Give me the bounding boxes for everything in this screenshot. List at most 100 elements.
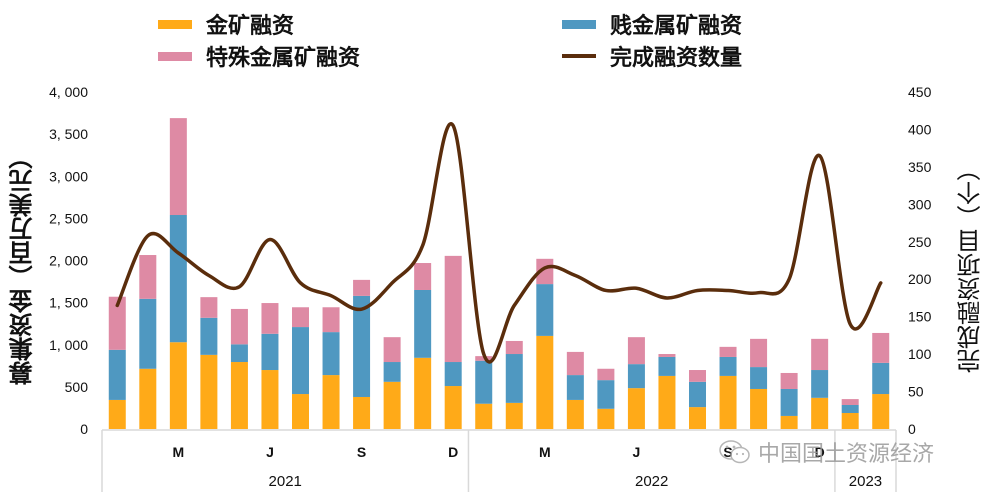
bar-segment: [780, 388, 798, 416]
bar-segment: [475, 403, 493, 429]
bar-segment: [811, 338, 829, 371]
legend-item-base: 贱金属矿融资: [562, 8, 742, 40]
legend-swatch-count: [562, 54, 596, 58]
bar-segment: [383, 362, 401, 382]
bar-segment: [108, 296, 126, 350]
wechat-icon: [719, 440, 750, 464]
bar-segment: [261, 370, 279, 429]
bar-segment: [200, 354, 218, 429]
y-right-tick-label: 150: [908, 309, 932, 325]
bar-segment: [841, 399, 859, 405]
x-year-label: 2022: [635, 473, 668, 490]
y-axis-left-ticks: 0 500 1, 000 1, 500 2, 000 2, 500 3, 000 3, 500…: [49, 84, 88, 437]
legend-label-count: 完成融资数量: [610, 46, 743, 71]
bar-segment: [414, 357, 432, 429]
x-month-label: S: [723, 444, 732, 460]
bar-segment: [108, 399, 126, 429]
y-right-tick-label: 450: [908, 84, 932, 100]
bar-segment: [841, 404, 859, 413]
bar-segment: [505, 354, 523, 403]
bar-segment: [292, 394, 309, 429]
bar-segment: [658, 356, 676, 376]
bar-segment: [627, 337, 645, 365]
bar-segment: [230, 308, 248, 345]
y-left-tick-label: 3, 000: [49, 168, 88, 184]
bar-segment: [139, 368, 157, 429]
bar-segment: [444, 255, 462, 363]
bar-segment: [383, 381, 401, 429]
x-month-label: M: [539, 444, 551, 460]
bar-segment: [597, 408, 615, 429]
x-month-label: J: [633, 444, 641, 460]
bar-segment: [475, 360, 493, 404]
legend-label-special: 特殊金属矿融资: [206, 46, 361, 71]
bar-segment: [597, 380, 615, 409]
bar-segment: [689, 381, 706, 408]
bar-segment: [444, 386, 462, 429]
bar-segment: [566, 375, 584, 400]
bar-segment: [566, 351, 584, 376]
bars: [108, 118, 890, 429]
y-right-tick-label: 100: [908, 346, 932, 362]
bar-segment: [536, 335, 554, 429]
legend-swatch-base: [562, 19, 596, 29]
bar-segment: [261, 303, 279, 334]
bar-segment: [139, 298, 157, 369]
bar-segment: [719, 356, 737, 376]
bar-segment: [780, 415, 798, 429]
y-left-tick-label: 0: [80, 421, 88, 437]
bar-segment: [230, 362, 248, 429]
bar-segment: [322, 375, 340, 429]
x-month-label: J: [266, 444, 274, 460]
bar-segment: [139, 255, 157, 299]
bar-segment: [353, 279, 371, 296]
y-axis-right-ticks: 0 50 100 150 200 250 300 350 400 450: [908, 84, 932, 437]
bar-segment: [200, 297, 218, 318]
x-year-label: 2021: [269, 473, 302, 490]
y-right-tick-label: 250: [908, 234, 932, 250]
y-left-tick-label: 2, 500: [49, 210, 88, 226]
bar-segment: [444, 362, 462, 387]
bar-segment: [353, 396, 371, 429]
y-left-tick-label: 4, 000: [49, 84, 88, 100]
x-month-label: S: [357, 444, 366, 460]
y-right-tick-label: 0: [908, 421, 916, 437]
bar-segment: [200, 317, 218, 355]
bar-segment: [505, 402, 523, 429]
bar-segment: [719, 346, 737, 357]
bar-segment: [658, 375, 676, 429]
y-left-tick-label: 3, 500: [49, 126, 88, 142]
count-line: [115, 121, 883, 364]
y-left-tick-label: 2, 000: [49, 253, 88, 269]
bar-segment: [811, 370, 829, 398]
x-month-label: D: [448, 444, 458, 460]
bar-segment: [872, 362, 890, 395]
bar-segment: [414, 289, 432, 358]
legend-item-gold: 金矿融资: [158, 8, 294, 40]
bar-segment: [108, 349, 126, 400]
bar-segment: [872, 332, 890, 363]
y-right-tick-label: 350: [908, 159, 932, 175]
bar-segment: [353, 295, 371, 397]
y-right-tick-label: 400: [908, 121, 932, 137]
bar-segment: [750, 338, 768, 368]
watermark: 中国国土资源经济: [718, 436, 934, 468]
bar-segment: [627, 364, 645, 389]
bar-segment: [292, 307, 309, 328]
bar-segment: [322, 332, 340, 376]
bar-segment: [230, 344, 248, 363]
bar-segment: [750, 367, 768, 389]
y-right-tick-label: 300: [908, 196, 932, 212]
y-right-tick-label: 200: [908, 271, 932, 287]
bar-segment: [627, 388, 645, 429]
bar-segment: [597, 368, 615, 381]
legend-item-count: 完成融资数量: [562, 40, 742, 72]
bar-segment: [566, 399, 584, 429]
bar-segment: [292, 327, 309, 395]
bar-segment: [169, 342, 187, 429]
y-right-tick-label: 50: [908, 384, 924, 400]
bar-segment: [414, 263, 432, 290]
x-month-label: D: [815, 444, 825, 460]
